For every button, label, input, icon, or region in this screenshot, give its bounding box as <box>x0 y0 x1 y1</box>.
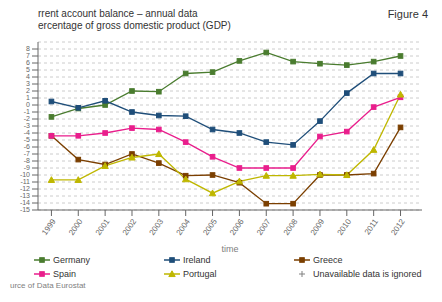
svg-text:0: 0 <box>26 101 30 108</box>
svg-text:-9: -9 <box>24 164 30 171</box>
svg-text:time: time <box>221 244 238 254</box>
html-text:Spain: Spain <box>53 269 76 279</box>
svg-text:-3: -3 <box>24 122 30 129</box>
svg-text:2008: 2008 <box>282 217 300 237</box>
svg-text:2012: 2012 <box>389 217 407 237</box>
svg-text:2001: 2001 <box>94 217 112 237</box>
svg-text:-11: -11 <box>20 178 30 185</box>
svg-text:2009: 2009 <box>309 217 327 237</box>
svg-text:7: 7 <box>26 52 30 59</box>
svg-text:-13: -13 <box>20 192 30 199</box>
html-text:Ireland: Ireland <box>183 255 211 265</box>
svg-text:2007: 2007 <box>255 217 273 237</box>
svg-text:2: 2 <box>26 87 30 94</box>
html-text:Figure 4: Figure 4 <box>387 8 428 20</box>
svg-text:-14: -14 <box>20 199 30 206</box>
svg-text:4: 4 <box>26 73 30 80</box>
svg-text:-5: -5 <box>24 136 30 143</box>
svg-text:1999: 1999 <box>40 217 58 237</box>
svg-text:2000: 2000 <box>67 217 85 237</box>
svg-text:-7: -7 <box>24 150 30 157</box>
svg-text:3: 3 <box>26 80 30 87</box>
html-text:Germany: Germany <box>53 255 90 265</box>
svg-text:2002: 2002 <box>121 217 139 237</box>
html-text:Portugal: Portugal <box>183 269 217 279</box>
svg-text:-15: -15 <box>20 206 30 213</box>
svg-text:2006: 2006 <box>228 217 246 237</box>
svg-text:-4: -4 <box>24 129 30 136</box>
svg-text:-10: -10 <box>20 171 30 178</box>
svg-text:-12: -12 <box>20 185 30 192</box>
svg-text:5: 5 <box>26 66 30 73</box>
html-text:urce of Data Eurostat: urce of Data Eurostat <box>10 281 86 290</box>
svg-text:8: 8 <box>26 45 30 52</box>
svg-text:-1: -1 <box>24 108 30 115</box>
svg-text:2010: 2010 <box>336 217 354 237</box>
svg-text:6: 6 <box>26 59 30 66</box>
html-text:ercentage of gross domestic pr: ercentage of gross domestic product (GDP… <box>38 20 231 31</box>
html-text:Greece: Greece <box>313 255 343 265</box>
svg-text:-6: -6 <box>24 143 30 150</box>
svg-text:1: 1 <box>26 94 30 101</box>
svg-text:2004: 2004 <box>174 217 192 237</box>
svg-text:-2: -2 <box>24 115 30 122</box>
svg-text:2011: 2011 <box>363 217 381 237</box>
svg-text:2005: 2005 <box>201 217 219 237</box>
svg-text:2003: 2003 <box>148 217 166 237</box>
svg-text:-8: -8 <box>24 157 30 164</box>
html-text:rrent account balance – annual: rrent account balance – annual data <box>38 8 198 19</box>
html-text:Unavailable data is ignored: Unavailable data is ignored <box>313 269 422 279</box>
